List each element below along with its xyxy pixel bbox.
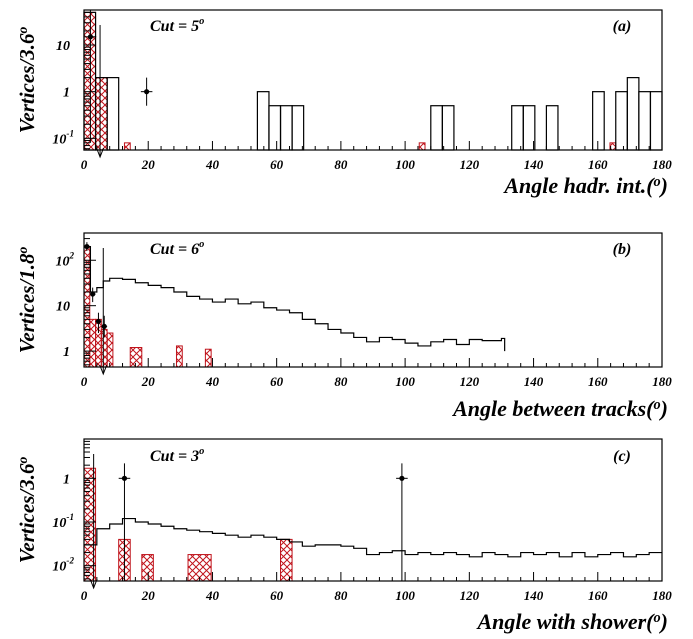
background-bar	[129, 347, 143, 368]
y-axis-label: Vertices/1.8o	[15, 247, 39, 354]
mc-bar	[592, 91, 605, 151]
data-point	[144, 89, 150, 95]
x-tick-label: 60	[270, 588, 284, 603]
panel-c: 0 20 40 60 80 100 120 140 160 180 10-2 10-1 1 Cut = 3…	[15, 438, 672, 634]
mc-bar	[441, 105, 455, 151]
y-tick-label: 102	[55, 250, 74, 269]
background-bar	[83, 11, 97, 151]
panel-label: (c)	[613, 448, 631, 465]
mc-bar	[649, 91, 663, 151]
x-tick-label: 120	[460, 157, 480, 172]
x-tick-label: 40	[205, 157, 220, 172]
x-tick-label: 160	[588, 157, 608, 172]
mc-bar	[638, 91, 652, 151]
y-tick-label: 10	[56, 39, 70, 54]
x-axis-label: Angle between tracks(o)	[451, 396, 668, 421]
x-tick-label: 160	[588, 374, 608, 389]
mc-bar	[256, 91, 270, 151]
cut-arrow-head	[99, 364, 108, 376]
x-tick-label: 140	[524, 374, 544, 389]
x-tick-label: 20	[141, 157, 156, 172]
x-tick-label: 120	[460, 588, 480, 603]
plot-frame	[83, 9, 663, 151]
x-tick-label: 180	[652, 588, 672, 603]
cut-arrow-head	[89, 578, 98, 590]
plot-frame	[83, 232, 663, 368]
background-bar	[175, 345, 183, 368]
x-tick-label: 140	[524, 588, 544, 603]
mc-curve	[84, 245, 506, 352]
x-tick-label: 20	[141, 374, 156, 389]
x-tick-label: 80	[334, 374, 348, 389]
background-bar	[418, 142, 426, 151]
x-tick-label: 160	[588, 588, 608, 603]
y-tick-label: 10-1	[52, 128, 74, 147]
background-bar	[123, 142, 131, 151]
y-axis-label: Vertices/3.6o	[15, 457, 39, 564]
background-bar	[89, 318, 97, 368]
mc-bar	[511, 105, 524, 151]
background-bar	[106, 332, 114, 368]
background-bar	[141, 554, 154, 582]
x-tick-label: 180	[652, 157, 672, 172]
x-axis-label: Angle with shower(o)	[475, 609, 668, 634]
x-tick-label: 60	[270, 157, 284, 172]
mc-bar	[545, 105, 559, 151]
mc-bar	[279, 105, 293, 151]
x-tick-label: 100	[395, 374, 415, 389]
x-tick-label: 80	[334, 588, 348, 603]
mc-bar	[615, 91, 628, 151]
cut-arrow-head	[96, 147, 105, 159]
x-tick-label: 20	[141, 588, 156, 603]
x-tick-label: 80	[334, 157, 348, 172]
panel-label: (a)	[613, 18, 632, 35]
x-tick-label: 0	[81, 588, 88, 603]
x-tick-label: 140	[524, 157, 544, 172]
plot-frame	[83, 438, 663, 582]
background-bar	[280, 538, 293, 582]
panel-label: (b)	[613, 241, 632, 258]
background-bar	[204, 348, 212, 368]
mc-bar	[430, 105, 443, 151]
x-tick-label: 120	[460, 374, 480, 389]
data-point	[101, 323, 107, 329]
mc-bar	[106, 77, 120, 151]
x-tick-label: 0	[81, 157, 88, 172]
mc-bar	[626, 77, 640, 151]
panel-a: 0 20 40 60 80 100 120 140 160 180 10-1 1 10 Cut = 5o (…	[15, 9, 672, 198]
mc-bar	[291, 105, 305, 151]
data-point	[90, 291, 96, 297]
data-point	[87, 34, 94, 40]
data-point	[399, 475, 405, 481]
data-point	[95, 318, 102, 325]
mc-bar	[268, 105, 282, 151]
x-tick-label: 60	[270, 374, 284, 389]
data-point	[121, 475, 128, 481]
x-tick-label: 100	[395, 157, 415, 172]
x-tick-label: 180	[652, 374, 672, 389]
y-tick-label: 10	[56, 300, 70, 315]
mc-curve	[84, 517, 662, 558]
x-axis-label: Angle hadr. int.(o)	[502, 173, 668, 198]
y-tick-label: 10-2	[52, 556, 74, 575]
y-tick-label: 10-1	[52, 512, 74, 531]
x-tick-label: 40	[205, 588, 220, 603]
y-tick-label: 1	[63, 472, 70, 487]
y-axis-label: Vertices/3.6o	[15, 27, 39, 134]
x-tick-label: 0	[81, 374, 88, 389]
x-tick-label: 100	[395, 588, 415, 603]
y-tick-label: 1	[63, 345, 70, 360]
cut-label: Cut = 3o	[150, 446, 204, 465]
y-tick-label: 1	[63, 86, 70, 101]
panel-b: 0 20 40 60 80 100 120 140 160 180 1 10 102 Cut = 6o (b…	[15, 232, 672, 421]
cut-label: Cut = 6o	[150, 239, 204, 258]
background-bar	[95, 77, 108, 151]
x-tick-label: 40	[205, 374, 220, 389]
cut-label: Cut = 5o	[150, 16, 204, 35]
